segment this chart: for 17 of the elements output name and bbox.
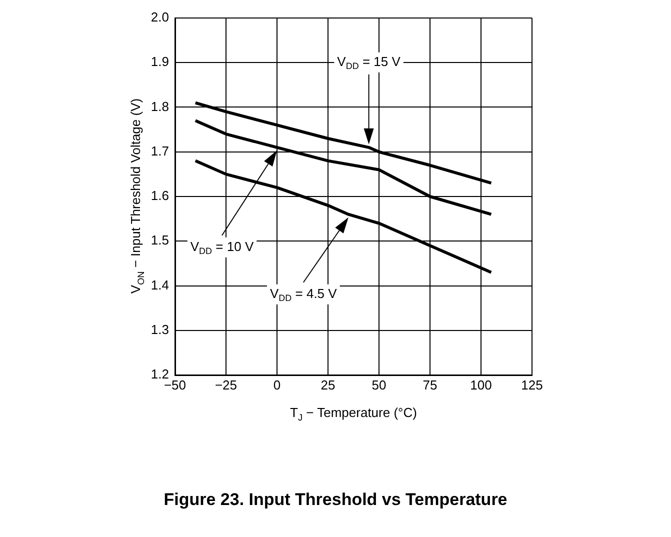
text: Figure 23. Input Threshold vs Temperature bbox=[162, 490, 508, 510]
y-tick-label: 1.5 bbox=[150, 232, 169, 248]
x-axis-title: T$_{J}$ − Temperature (°C) bbox=[289, 405, 418, 423]
x-tick-label: 75 bbox=[422, 377, 438, 392]
x-tick-label: 100 bbox=[470, 377, 492, 392]
y-tick-label: 1.8 bbox=[150, 98, 169, 114]
x-tick-label: 125 bbox=[521, 377, 543, 392]
y-tick-label: 1.3 bbox=[150, 322, 169, 337]
x-tick-label: 0 bbox=[273, 377, 281, 392]
y-tick-label: 1.9 bbox=[150, 54, 169, 70]
x-tick-label: −25 bbox=[214, 377, 238, 392]
y-tick-label: 2.0 bbox=[150, 10, 169, 25]
y-tick-label: 1.6 bbox=[150, 188, 169, 204]
x-tick-label: 25 bbox=[320, 377, 336, 392]
y-tick-label: 1.4 bbox=[150, 277, 169, 292]
x-tick-label: 50 bbox=[372, 377, 386, 392]
y-tick-label: 1.7 bbox=[150, 143, 169, 158]
